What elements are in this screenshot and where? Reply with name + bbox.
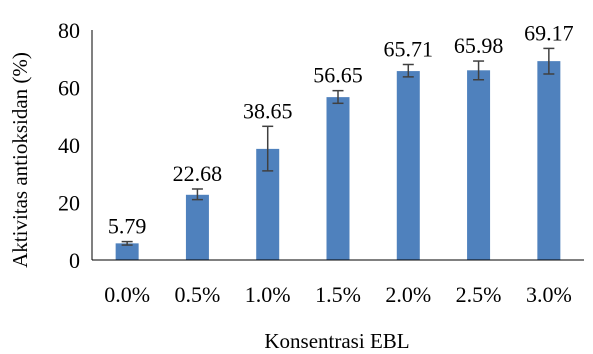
bar-0-0pct — [115, 243, 139, 260]
bars — [115, 61, 561, 261]
y-axis: 0 20 40 60 80 — [58, 18, 93, 273]
error-bar — [473, 60, 485, 81]
y-tick-label: 60 — [58, 76, 80, 101]
x-tick-label: 1.0% — [245, 282, 291, 307]
data-labels: 5.79 22.68 38.65 56.65 65.71 65.98 69.17 — [108, 20, 574, 238]
x-tick-label: 2.5% — [456, 282, 502, 307]
data-label: 56.65 — [313, 63, 363, 88]
data-label: 38.65 — [243, 98, 293, 123]
y-tick-label: 0 — [69, 248, 80, 273]
bar-2-5pct — [467, 70, 491, 261]
y-tick-label: 40 — [58, 133, 80, 158]
x-axis-title: Konsentrasi EBL — [264, 329, 409, 353]
x-tick-label: 2.0% — [385, 282, 431, 307]
x-axis: 0.0% 0.5% 1.0% 1.5% 2.0% 2.5% 3.0% — [92, 259, 584, 307]
data-label: 65.71 — [384, 37, 434, 62]
error-bar — [191, 188, 203, 201]
error-bar — [543, 47, 555, 75]
bar-2-0pct — [396, 71, 420, 261]
x-tick-label: 1.5% — [315, 282, 361, 307]
bar-1-0pct — [256, 148, 280, 260]
bar-0-5pct — [185, 194, 209, 260]
data-label: 69.17 — [524, 20, 574, 45]
data-label: 5.79 — [108, 214, 147, 239]
error-bar — [262, 125, 274, 172]
x-tick-label: 0.5% — [175, 282, 221, 307]
error-bar — [402, 63, 414, 78]
data-label: 22.68 — [173, 161, 223, 186]
error-bar — [332, 89, 344, 105]
bar-3-0pct — [537, 61, 561, 261]
error-bars — [121, 47, 555, 246]
y-tick-label: 20 — [58, 191, 80, 216]
x-tick-label: 0.0% — [104, 282, 150, 307]
x-tick-label: 3.0% — [526, 282, 572, 307]
y-axis-title: Aktivitas antioksidan (%) — [8, 52, 32, 268]
y-tick-label: 80 — [58, 18, 80, 43]
bar-1-5pct — [326, 97, 350, 260]
data-label: 65.98 — [454, 33, 504, 58]
error-bar — [121, 240, 133, 246]
